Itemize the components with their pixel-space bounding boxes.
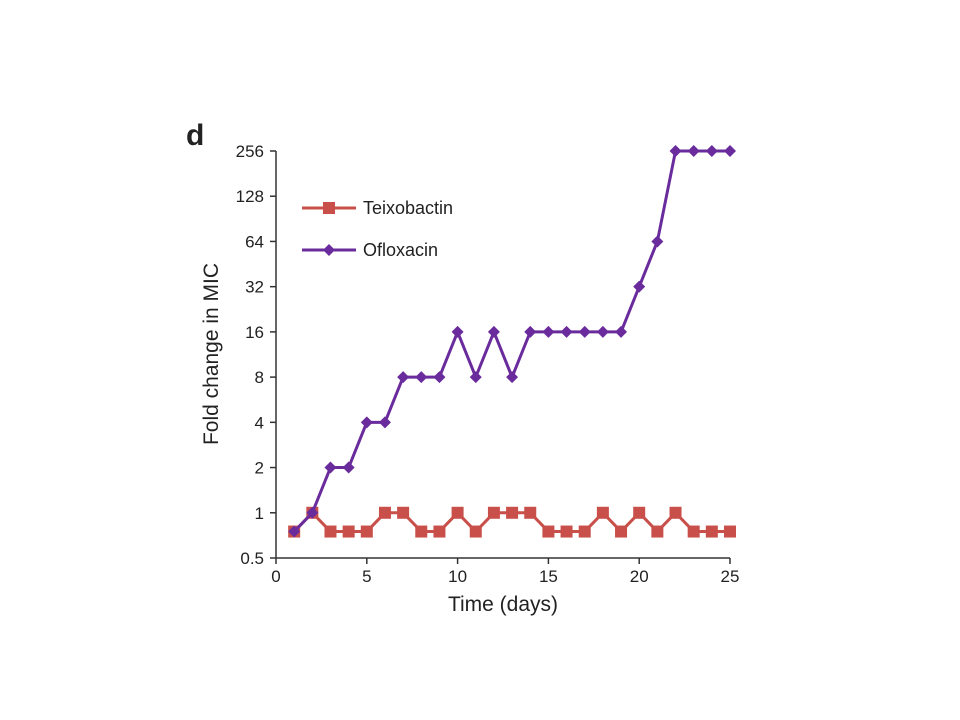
x-axis-title: Time (days) bbox=[448, 593, 558, 616]
ofloxacin-point bbox=[324, 461, 337, 474]
y-tick-label: 8 bbox=[255, 368, 264, 387]
y-tick-label: 256 bbox=[236, 142, 264, 161]
ofloxacin-point bbox=[487, 325, 500, 338]
teixobactin-point bbox=[669, 506, 682, 519]
y-tick-label: 16 bbox=[245, 323, 264, 342]
teixobactin-point bbox=[615, 525, 628, 538]
ofloxacin-point bbox=[397, 371, 410, 384]
teixobactin-point bbox=[633, 506, 646, 519]
teixobactin-point bbox=[342, 525, 355, 538]
teixobactin-point bbox=[378, 506, 391, 519]
x-tick-label: 5 bbox=[362, 567, 371, 586]
series-layer bbox=[288, 145, 736, 538]
legend-swatch-marker bbox=[323, 202, 335, 214]
x-tick-label: 10 bbox=[448, 567, 467, 586]
ofloxacin-point bbox=[687, 145, 700, 157]
x-tick-label: 25 bbox=[721, 567, 740, 586]
x-tick-label: 20 bbox=[630, 567, 649, 586]
ofloxacin-point bbox=[378, 416, 391, 429]
ofloxacin-point bbox=[306, 506, 319, 519]
teixobactin-point bbox=[687, 525, 700, 538]
ofloxacin-point bbox=[469, 371, 482, 384]
ofloxacin-point bbox=[651, 235, 664, 248]
ofloxacin-point bbox=[506, 371, 519, 384]
legend-label: Ofloxacin bbox=[363, 240, 438, 260]
legend: Teixobactin Ofloxacin bbox=[302, 198, 453, 260]
panel-label: d bbox=[186, 119, 204, 152]
ofloxacin-point bbox=[342, 461, 355, 474]
y-tick-label: 0.5 bbox=[240, 549, 264, 568]
ofloxacin-point bbox=[705, 145, 718, 157]
ofloxacin-point bbox=[633, 280, 646, 293]
teixobactin-point bbox=[542, 525, 555, 538]
teixobactin-point bbox=[651, 525, 664, 538]
ofloxacin-point bbox=[415, 371, 428, 384]
teixobactin-point bbox=[360, 525, 373, 538]
x-tick-label: 0 bbox=[271, 567, 280, 586]
y-tick-label: 128 bbox=[236, 187, 264, 206]
y-tick-label: 64 bbox=[245, 232, 264, 251]
teixobactin-point bbox=[451, 506, 464, 519]
ofloxacin-point bbox=[560, 325, 573, 338]
teixobactin-point bbox=[560, 525, 573, 538]
ofloxacin-point bbox=[524, 325, 537, 338]
teixobactin-point bbox=[724, 525, 736, 538]
teixobactin-point bbox=[487, 506, 500, 519]
ofloxacin-point bbox=[578, 325, 591, 338]
legend-item-ofloxacin: Ofloxacin bbox=[302, 240, 438, 260]
y-tick-label: 1 bbox=[255, 504, 264, 523]
axes: 0 5 10 15 20 25 0.5 1 2 4 8 16 32 64 128 256 bbox=[236, 142, 740, 586]
ofloxacin-point bbox=[615, 325, 628, 338]
teixobactin-point bbox=[433, 525, 446, 538]
teixobactin-point bbox=[506, 506, 519, 519]
legend-swatch-marker bbox=[323, 244, 335, 256]
y-tick-label: 2 bbox=[255, 459, 264, 478]
ofloxacin-point bbox=[451, 325, 464, 338]
ofloxacin-point bbox=[360, 416, 373, 429]
legend-label: Teixobactin bbox=[363, 198, 453, 218]
legend-item-teixobactin: Teixobactin bbox=[302, 198, 453, 218]
y-tick-label: 32 bbox=[245, 278, 264, 297]
y-tick-label: 4 bbox=[255, 413, 264, 432]
x-tick-label: 15 bbox=[539, 567, 558, 586]
ofloxacin-point bbox=[288, 525, 301, 538]
teixobactin-point bbox=[397, 506, 410, 519]
series-ofloxacin bbox=[288, 145, 736, 538]
teixobactin-point bbox=[705, 525, 718, 538]
y-axis-title: Fold change in MIC bbox=[200, 263, 223, 445]
teixobactin-point bbox=[578, 525, 591, 538]
teixobactin-point bbox=[469, 525, 482, 538]
ofloxacin-point bbox=[542, 325, 555, 338]
teixobactin-point bbox=[596, 506, 609, 519]
ofloxacin-line bbox=[293, 149, 730, 533]
teixobactin-point bbox=[524, 506, 537, 519]
ofloxacin-point bbox=[669, 145, 682, 157]
teixobactin-point bbox=[415, 525, 428, 538]
ofloxacin-point bbox=[433, 371, 446, 384]
ofloxacin-point bbox=[724, 145, 736, 157]
teixobactin-point bbox=[324, 525, 337, 538]
ofloxacin-point bbox=[596, 325, 609, 338]
series-teixobactin bbox=[288, 506, 736, 538]
